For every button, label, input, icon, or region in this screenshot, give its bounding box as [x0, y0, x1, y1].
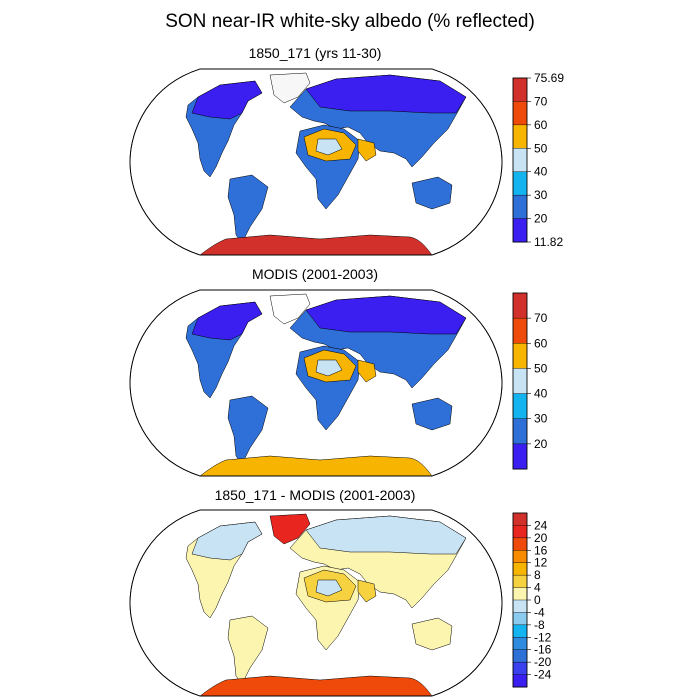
colorbar-swatch: [512, 525, 528, 539]
globe-border: [129, 289, 503, 477]
colorbar-tick-label: 70: [534, 94, 548, 108]
australia: [411, 176, 453, 210]
colorbar-tick-label: 75.69: [534, 71, 564, 85]
south-america: [227, 174, 269, 244]
colorbar-tick-label: 11.82: [534, 235, 563, 249]
map-land-group: [129, 68, 503, 256]
colorbar-swatch: [512, 624, 528, 638]
sahara-core: [315, 138, 343, 156]
eurasia-north: [305, 74, 467, 114]
colorbar-swatch: [512, 674, 528, 688]
map-model: [129, 68, 503, 256]
australia: [411, 617, 453, 651]
north-america-north: [191, 521, 263, 561]
australia: [411, 397, 453, 431]
colorbar-tick-label: -20: [534, 655, 552, 669]
colorbar-tick-label: -8: [534, 618, 545, 632]
colorbar-tick-label: 30: [534, 188, 548, 202]
map-modis: [129, 289, 503, 477]
colorbar-tick-label: -16: [534, 643, 552, 657]
colorbar-tick-label: 12: [534, 556, 548, 570]
arabia: [357, 579, 377, 603]
colorbar-tick-label: 60: [534, 336, 548, 350]
globe-border: [129, 509, 503, 697]
colorbar-swatch: [512, 343, 528, 369]
colorbar-model: 75.69 70 60 50 40 30 20 11.82: [512, 71, 564, 249]
colorbar-swatch: [512, 562, 528, 576]
colorbar-swatch: [512, 599, 528, 613]
map-land-group: [129, 289, 503, 477]
colorbar-tick-label: -12: [534, 630, 552, 644]
colorbar-tick-label: 4: [534, 581, 541, 595]
greenland: [269, 293, 311, 325]
antarctica: [199, 675, 433, 697]
colorbar-swatch: [512, 649, 528, 663]
colorbar-tick-label: 30: [534, 412, 548, 426]
panel-title-model: 1850_171 (yrs 11-30): [248, 45, 382, 61]
colorbar-tick-label: 40: [534, 387, 548, 401]
colorbar-swatch: [512, 124, 528, 149]
colorbar-tick-label: 8: [534, 568, 541, 582]
colorbar-swatch: [512, 512, 528, 526]
colorbar-swatch: [512, 317, 528, 344]
colorbar-tick-label: 50: [534, 361, 548, 375]
colorbar-swatch: [512, 418, 528, 445]
colorbar-tick-label: 50: [534, 141, 548, 155]
colorbar-swatch: [512, 393, 528, 420]
colorbar-swatch: [512, 77, 528, 102]
colorbar-swatch: [512, 148, 528, 173]
arabia: [357, 359, 377, 383]
figure-title: SON near-IR white-sky albedo (% reflecte…: [165, 11, 535, 32]
colorbar-tick-label: 20: [534, 212, 548, 226]
greenland: [269, 513, 311, 545]
colorbar-tick-label: 20: [534, 531, 548, 545]
south-america: [227, 395, 269, 465]
colorbar-modis: 70 60 50 40 30 20: [512, 292, 548, 470]
colorbar-swatch: [512, 574, 528, 589]
colorbar-swatch: [512, 637, 528, 651]
colorbar-swatch: [512, 537, 528, 551]
panel-title-modis: MODIS (2001-2003): [251, 266, 379, 282]
south-america: [227, 615, 269, 685]
colorbar-swatch: [512, 218, 528, 243]
sahara-core: [315, 579, 343, 597]
colorbar-swatch: [512, 171, 528, 196]
colorbar-tick-label: 0: [534, 593, 541, 607]
colorbar-tick-label: 20: [534, 437, 548, 451]
panel-title-diff: 1850_171 - MODIS (2001-2003): [214, 487, 416, 503]
north-america-north: [191, 301, 263, 341]
colorbar-swatch: [512, 587, 528, 601]
colorbar-frame: [512, 292, 528, 470]
colorbar-swatch: [512, 368, 528, 395]
greenland: [269, 72, 311, 104]
colorbar-tick-label: 70: [534, 311, 548, 325]
eurasia-north: [305, 515, 467, 555]
colorbar-swatch: [512, 661, 528, 676]
colorbar-tick-label: 60: [534, 118, 548, 132]
map-land-group: [129, 509, 503, 697]
colorbar-tick-label: 24: [534, 518, 548, 532]
north-america-north: [191, 80, 263, 120]
globe-border: [129, 68, 503, 256]
colorbar-tick-label: -4: [534, 605, 545, 619]
colorbar-swatch: [512, 292, 528, 319]
colorbar-swatch: [512, 101, 528, 126]
arabia: [357, 138, 377, 162]
colorbar-tick-label: -24: [534, 668, 552, 682]
colorbar-swatch: [512, 443, 528, 470]
colorbar-tick-label: 40: [534, 165, 548, 179]
colorbar-swatch: [512, 612, 528, 626]
map-diff: [129, 509, 503, 697]
eurasia-north: [305, 295, 467, 335]
antarctica: [199, 455, 433, 477]
colorbar-tick-label: 16: [534, 543, 548, 557]
colorbar-swatch: [512, 550, 528, 564]
colorbar-frame: [512, 77, 528, 243]
colorbar-swatch: [512, 194, 528, 220]
sahara-core: [315, 359, 343, 377]
antarctica: [199, 234, 433, 256]
